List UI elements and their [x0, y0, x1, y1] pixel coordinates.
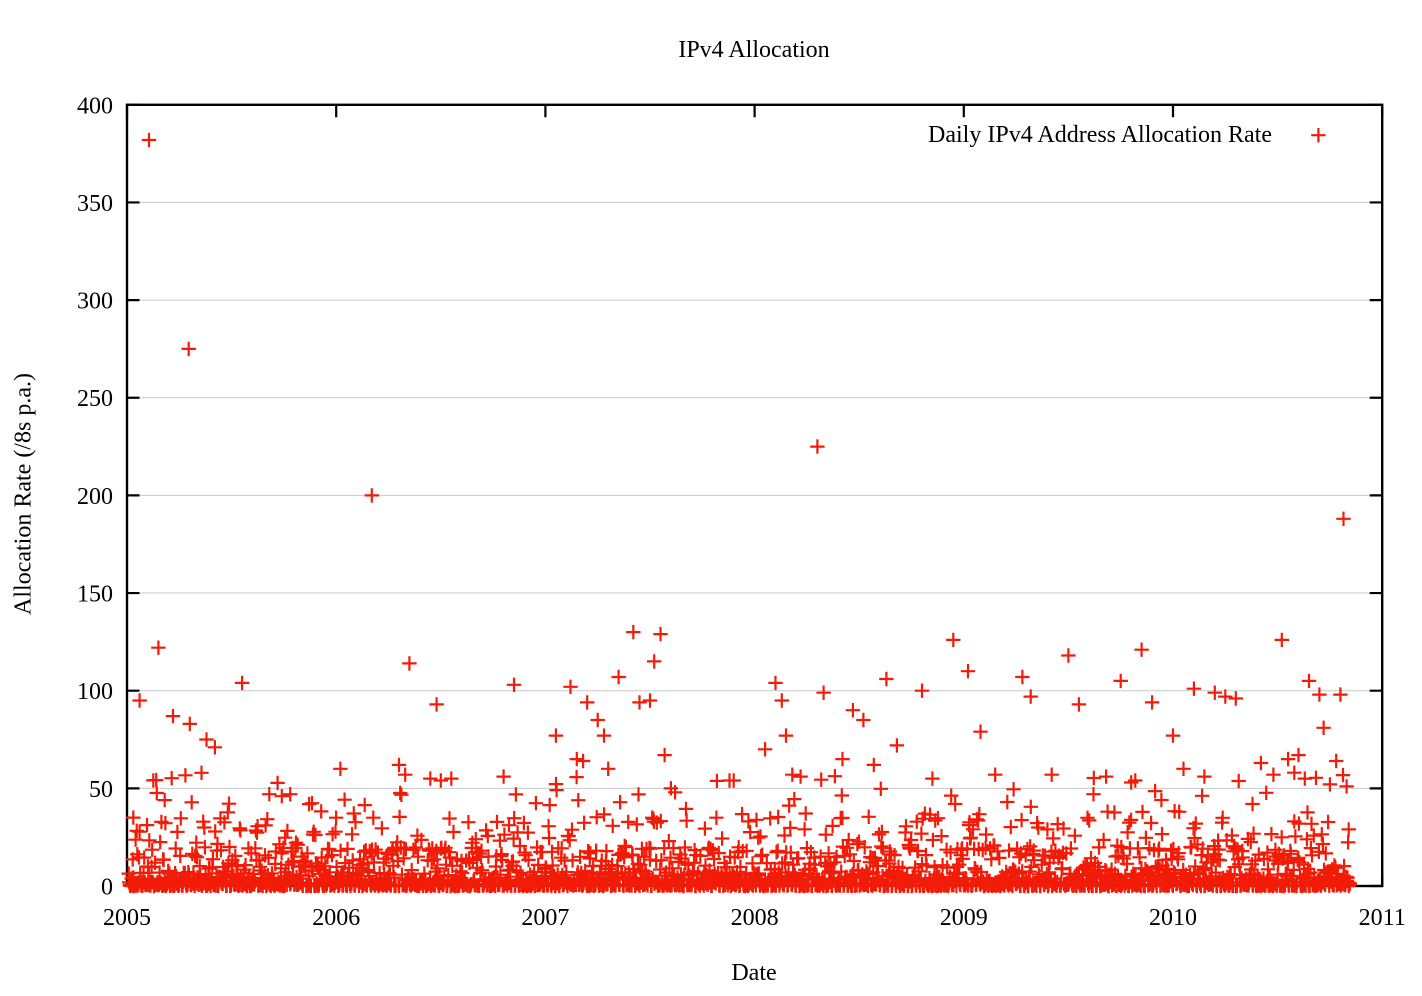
- svg-text:2007: 2007: [521, 905, 569, 931]
- svg-text:2010: 2010: [1149, 905, 1197, 931]
- svg-text:400: 400: [77, 93, 113, 119]
- svg-text:Daily IPv4 Address Allocation: Daily IPv4 Address Allocation Rate: [928, 122, 1272, 148]
- svg-text:Date: Date: [731, 960, 776, 986]
- svg-text:2008: 2008: [731, 905, 779, 931]
- svg-text:2005: 2005: [103, 905, 151, 931]
- svg-text:2009: 2009: [940, 905, 988, 931]
- svg-text:50: 50: [89, 777, 113, 803]
- svg-text:2006: 2006: [312, 905, 360, 931]
- svg-text:350: 350: [77, 191, 113, 217]
- svg-text:200: 200: [77, 484, 113, 510]
- svg-text:Allocation Rate (/8s p.a.): Allocation Rate (/8s p.a.): [11, 373, 37, 615]
- svg-text:100: 100: [77, 679, 113, 705]
- svg-text:250: 250: [77, 386, 113, 412]
- svg-text:300: 300: [77, 289, 113, 315]
- svg-text:IPv4 Allocation: IPv4 Allocation: [678, 37, 829, 63]
- svg-text:150: 150: [77, 582, 113, 608]
- svg-text:2011: 2011: [1359, 905, 1406, 931]
- svg-text:0: 0: [101, 875, 113, 901]
